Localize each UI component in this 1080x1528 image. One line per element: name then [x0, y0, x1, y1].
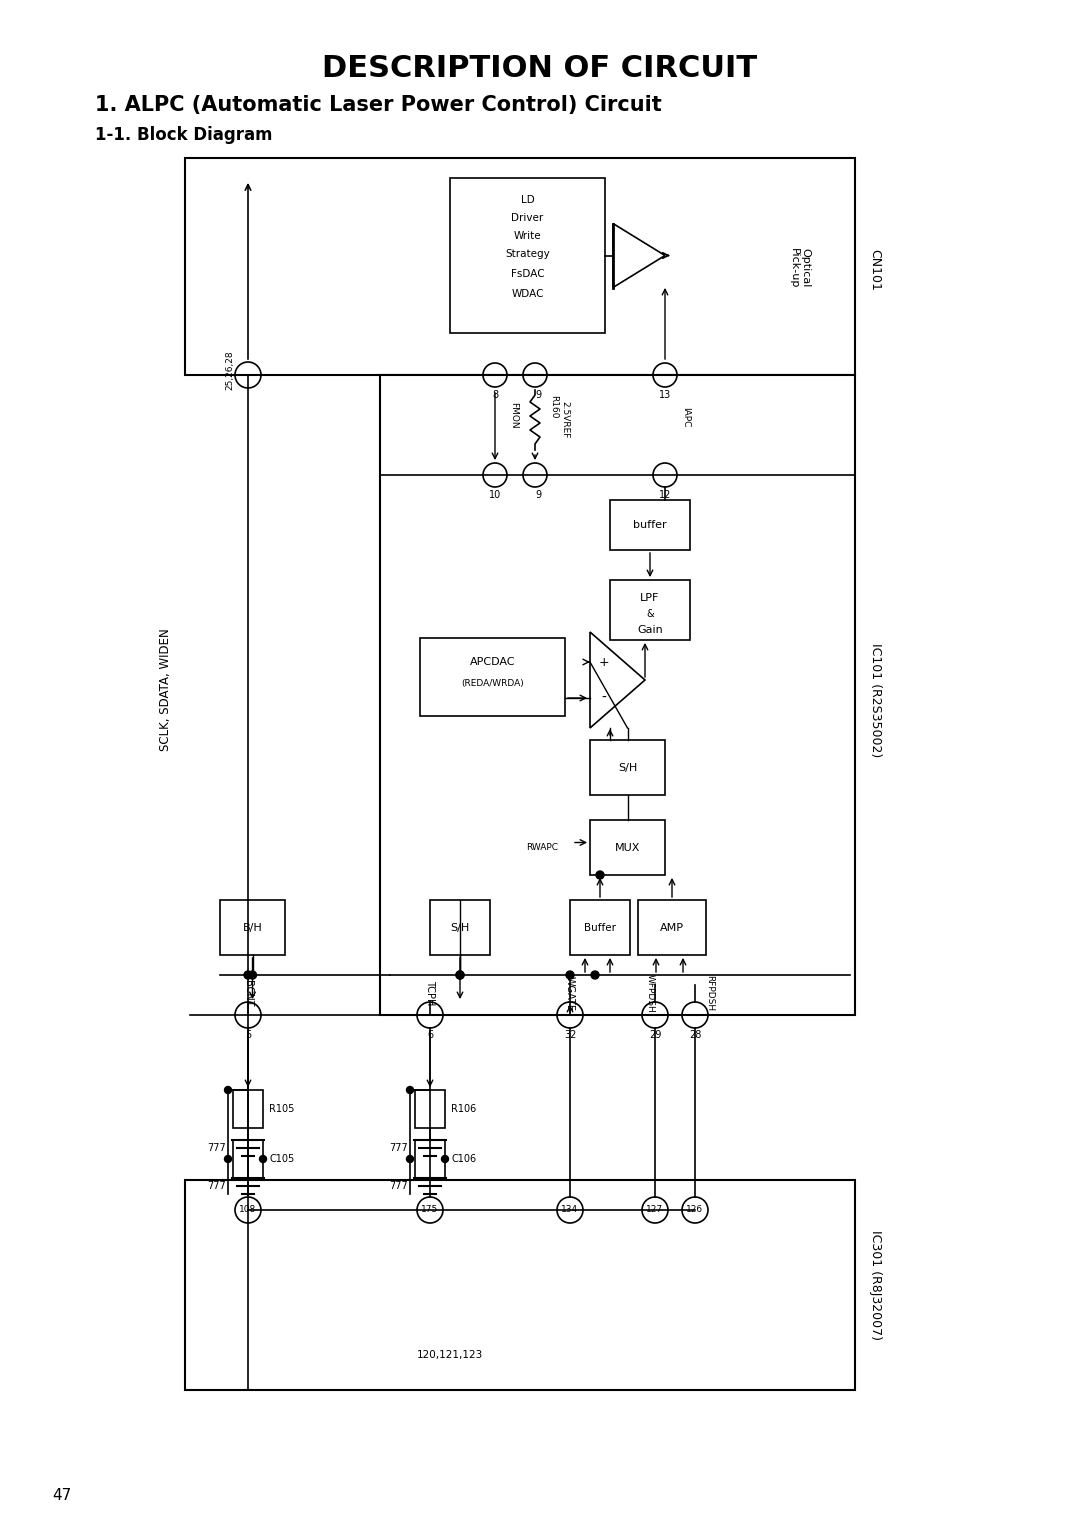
Bar: [185, 1180, 855, 1390]
Text: 5: 5: [245, 1030, 252, 1041]
Text: 777: 777: [389, 1143, 408, 1154]
Bar: [610, 500, 690, 550]
Bar: [590, 821, 665, 876]
Text: 29: 29: [649, 1030, 661, 1041]
Text: C105: C105: [269, 1154, 294, 1164]
Bar: [570, 900, 630, 955]
Text: FMON: FMON: [509, 402, 518, 428]
Text: buffer: buffer: [633, 520, 666, 530]
Text: &: &: [646, 610, 653, 619]
Text: 127: 127: [647, 1206, 663, 1215]
Text: 6: 6: [427, 1030, 433, 1041]
Text: 47: 47: [52, 1487, 71, 1502]
Text: 126: 126: [687, 1206, 703, 1215]
Text: Buffer: Buffer: [584, 923, 616, 932]
Bar: [233, 1089, 264, 1128]
Circle shape: [406, 1086, 414, 1094]
Text: WGATE: WGATE: [565, 975, 575, 1010]
Bar: [420, 639, 565, 717]
Circle shape: [442, 1155, 448, 1163]
Circle shape: [225, 1155, 231, 1163]
Bar: [415, 1089, 445, 1128]
Bar: [380, 374, 855, 1015]
Text: IAPC: IAPC: [681, 406, 690, 428]
Circle shape: [248, 970, 257, 979]
Text: FsDAC: FsDAC: [511, 269, 544, 280]
Bar: [590, 740, 665, 795]
Circle shape: [225, 1086, 231, 1094]
Bar: [233, 1140, 264, 1178]
Bar: [185, 157, 855, 374]
Bar: [610, 581, 690, 640]
Text: IC301 (R8J32007): IC301 (R8J32007): [868, 1230, 881, 1340]
Text: SCLK, SDATA, WIDEN: SCLK, SDATA, WIDEN: [159, 628, 172, 752]
Bar: [638, 900, 706, 955]
Circle shape: [596, 871, 604, 879]
Text: 777: 777: [207, 1143, 226, 1154]
Polygon shape: [590, 633, 645, 727]
Text: 1-1. Block Diagram: 1-1. Block Diagram: [95, 125, 272, 144]
Text: 777: 777: [207, 1181, 226, 1190]
Text: 12: 12: [659, 490, 671, 500]
Text: S/H: S/H: [450, 923, 470, 932]
Circle shape: [456, 970, 464, 979]
Polygon shape: [613, 223, 665, 287]
Text: WDAC: WDAC: [511, 289, 543, 299]
Text: 777: 777: [389, 1181, 408, 1190]
Text: APCDAC: APCDAC: [470, 657, 515, 668]
Text: WFPDSH: WFPDSH: [646, 973, 654, 1013]
Text: MUX: MUX: [615, 842, 640, 853]
Text: B/H: B/H: [243, 923, 262, 932]
Text: BCNT: BCNT: [243, 979, 253, 1007]
Circle shape: [566, 970, 573, 979]
Circle shape: [456, 970, 464, 979]
Text: 10: 10: [489, 490, 501, 500]
Text: 9: 9: [535, 390, 541, 400]
Text: 32: 32: [564, 1030, 577, 1041]
Text: 108: 108: [240, 1206, 257, 1215]
Text: S/H: S/H: [618, 762, 637, 773]
Text: 134: 134: [562, 1206, 579, 1215]
Text: R106: R106: [451, 1105, 476, 1114]
Text: 175: 175: [421, 1206, 438, 1215]
Text: 25,26,28: 25,26,28: [226, 350, 234, 390]
Text: RFPDSH: RFPDSH: [705, 975, 715, 1012]
Bar: [430, 900, 490, 955]
Circle shape: [406, 1155, 414, 1163]
Text: -: -: [602, 691, 607, 704]
Bar: [220, 900, 285, 955]
Text: 8: 8: [491, 390, 498, 400]
Text: 1. ALPC (Automatic Laser Power Control) Circuit: 1. ALPC (Automatic Laser Power Control) …: [95, 95, 662, 115]
Text: R160: R160: [549, 396, 558, 419]
Text: Strategy: Strategy: [505, 249, 550, 260]
Text: LPF: LPF: [640, 593, 660, 604]
Circle shape: [244, 970, 252, 979]
Text: 2.5VREF: 2.5VREF: [561, 402, 569, 439]
Text: (REDA/WRDA): (REDA/WRDA): [461, 678, 524, 688]
Text: CN101: CN101: [868, 249, 881, 290]
Text: IC101 (R2S35002): IC101 (R2S35002): [868, 643, 881, 758]
Text: +: +: [598, 656, 609, 669]
Text: DESCRIPTION OF CIRCUIT: DESCRIPTION OF CIRCUIT: [323, 53, 757, 83]
Circle shape: [591, 970, 599, 979]
Bar: [415, 1140, 445, 1178]
Circle shape: [259, 1155, 267, 1163]
Text: TCPH: TCPH: [426, 981, 435, 1005]
Text: Optical
Pick-up: Optical Pick-up: [789, 248, 811, 289]
Text: Write: Write: [514, 231, 541, 241]
Text: LD: LD: [521, 196, 535, 205]
Text: 13: 13: [659, 390, 671, 400]
Text: C106: C106: [451, 1154, 476, 1164]
Bar: [450, 177, 605, 333]
Text: Driver: Driver: [511, 212, 543, 223]
Text: 28: 28: [689, 1030, 701, 1041]
Text: Gain: Gain: [637, 625, 663, 636]
Text: 9: 9: [535, 490, 541, 500]
Text: R105: R105: [269, 1105, 295, 1114]
Text: AMP: AMP: [660, 923, 684, 932]
Text: 120,121,123: 120,121,123: [417, 1351, 483, 1360]
Text: RWAPC: RWAPC: [526, 843, 558, 853]
